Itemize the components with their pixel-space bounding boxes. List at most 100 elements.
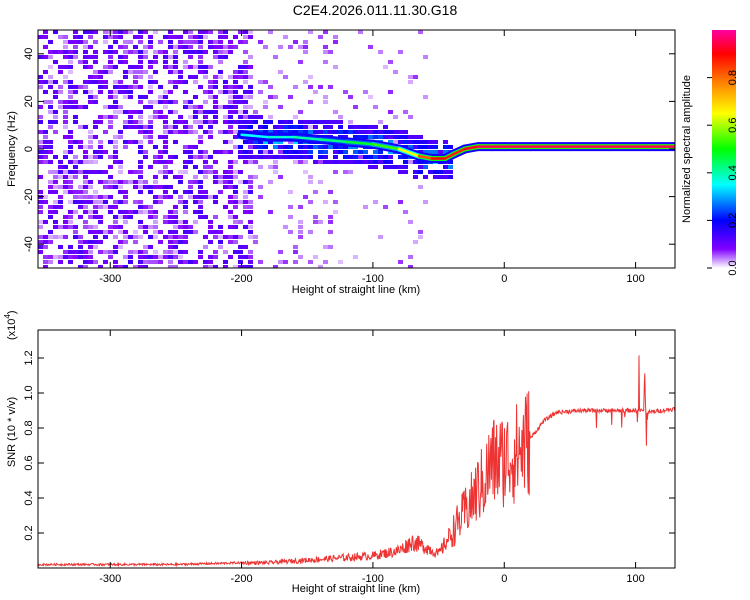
heatmap-cell xyxy=(128,215,133,219)
heatmap-cell xyxy=(348,130,353,134)
heatmap-cell xyxy=(58,160,63,164)
heatmap-cell xyxy=(138,130,143,134)
heatmap-cell xyxy=(298,125,303,129)
heatmap-cell xyxy=(393,165,398,169)
heatmap-cell xyxy=(248,65,253,69)
heatmap-cell xyxy=(213,265,218,268)
heatmap-cell xyxy=(238,170,243,174)
heatmap-cell xyxy=(328,145,333,149)
heatmap-cell xyxy=(218,70,223,74)
heatmap-cell xyxy=(233,160,238,164)
heatmap-cell xyxy=(193,210,198,214)
heatmap-cell xyxy=(388,150,393,154)
heatmap-cell xyxy=(218,150,223,154)
heatmap-cell xyxy=(188,195,193,199)
spectrogram-ylabel: Frequency (Hz) xyxy=(6,111,18,187)
heatmap-cell xyxy=(98,230,103,234)
heatmap-cell xyxy=(258,185,263,189)
heatmap-cell xyxy=(213,55,218,59)
heatmap-cell xyxy=(118,35,123,39)
heatmap-cell xyxy=(208,80,213,84)
heatmap-cell xyxy=(88,145,93,149)
heatmap-cell xyxy=(228,105,233,109)
heatmap-cell xyxy=(198,190,203,194)
heatmap-cell xyxy=(158,40,163,44)
heatmap-cell xyxy=(63,100,68,104)
heatmap-cell xyxy=(293,85,298,89)
heatmap-cell xyxy=(128,115,133,119)
heatmap-cell xyxy=(108,50,113,54)
heatmap-cell xyxy=(108,175,113,179)
heatmap-cell xyxy=(223,260,228,264)
heatmap-cell xyxy=(313,120,318,124)
heatmap-cell xyxy=(338,115,343,119)
heatmap-cell xyxy=(193,105,198,109)
heatmap-cell xyxy=(148,135,153,139)
heatmap-cell xyxy=(63,115,68,119)
heatmap-cell xyxy=(258,165,263,169)
colorbar-tick-label: 0.4 xyxy=(727,165,739,180)
heatmap-cell xyxy=(418,185,423,189)
heatmap-cell xyxy=(83,255,88,259)
heatmap-cell xyxy=(278,145,283,149)
heatmap-cell xyxy=(53,175,58,179)
heatmap-cell xyxy=(258,195,263,199)
heatmap-cell xyxy=(203,160,208,164)
heatmap-cell xyxy=(38,160,43,164)
heatmap-cell xyxy=(253,240,258,244)
heatmap-cell xyxy=(358,135,363,139)
heatmap-cell xyxy=(218,45,223,49)
heatmap-cell xyxy=(428,170,433,174)
heatmap-cell xyxy=(238,110,243,114)
heatmap-cell xyxy=(138,150,143,154)
heatmap-cell xyxy=(163,255,168,259)
heatmap-cell xyxy=(133,140,138,144)
heatmap-cell xyxy=(323,95,328,99)
heatmap-cell xyxy=(128,120,133,124)
heatmap-cell xyxy=(113,260,118,264)
heatmap-cell xyxy=(113,100,118,104)
heatmap-cell xyxy=(278,70,283,74)
heatmap-cell xyxy=(118,85,123,89)
heatmap-cell xyxy=(428,145,433,149)
heatmap-cell xyxy=(258,155,263,159)
heatmap-cell xyxy=(338,130,343,134)
heatmap-cell xyxy=(173,190,178,194)
heatmap-cell xyxy=(203,175,208,179)
heatmap-cell xyxy=(238,115,243,119)
snr-scale-base: (x10 xyxy=(6,319,18,340)
heatmap-cell xyxy=(218,105,223,109)
heatmap-cell xyxy=(128,250,133,254)
heatmap-cell xyxy=(243,90,248,94)
heatmap-cell xyxy=(83,45,88,49)
heatmap-cell xyxy=(278,120,283,124)
heatmap-cell xyxy=(48,230,53,234)
heatmap-cell xyxy=(73,235,78,239)
heatmap-cell xyxy=(203,150,208,154)
heatmap-cell xyxy=(143,260,148,264)
heatmap-cell xyxy=(248,200,253,204)
heatmap-cell xyxy=(43,80,48,84)
heatmap-cell xyxy=(53,155,58,159)
heatmap-cell xyxy=(133,240,138,244)
heatmap-cell xyxy=(423,175,428,179)
heatmap-cell xyxy=(113,35,118,39)
heatmap-cell xyxy=(188,35,193,39)
heatmap-cell xyxy=(78,140,83,144)
heatmap-cell xyxy=(183,30,188,34)
heatmap-cell xyxy=(48,40,53,44)
heatmap-cell xyxy=(228,200,233,204)
heatmap-cell xyxy=(123,215,128,219)
heatmap-cell xyxy=(58,255,63,259)
heatmap-cell xyxy=(138,95,143,99)
heatmap-cell xyxy=(258,150,263,154)
heatmap-cell xyxy=(448,160,453,164)
heatmap-cell xyxy=(98,140,103,144)
heatmap-cell xyxy=(183,170,188,174)
heatmap-cell xyxy=(293,160,298,164)
heatmap-cell xyxy=(228,150,233,154)
heatmap-cell xyxy=(338,160,343,164)
heatmap-cell xyxy=(333,150,338,154)
heatmap-cell xyxy=(203,195,208,199)
heatmap-cell xyxy=(148,75,153,79)
